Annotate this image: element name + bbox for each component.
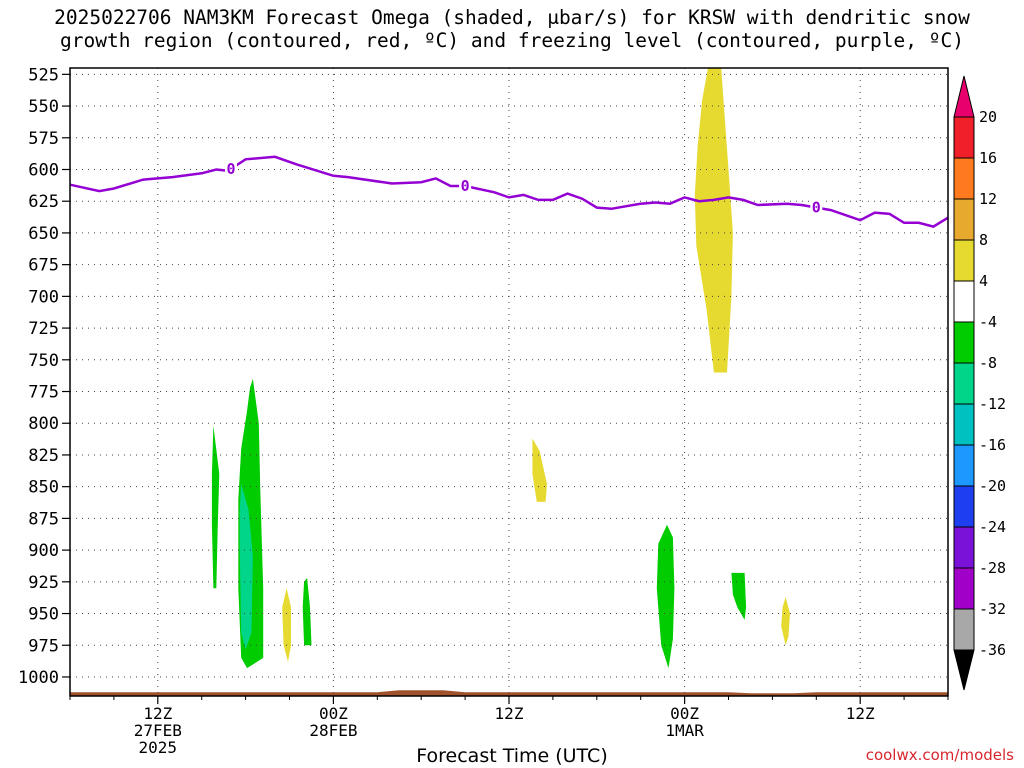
y-tick-label: 525 bbox=[28, 65, 59, 85]
y-tick-label: 625 bbox=[28, 192, 59, 212]
plot-frame bbox=[69, 67, 949, 697]
ground-fill bbox=[70, 690, 948, 696]
colorbar-label: 4 bbox=[979, 272, 988, 290]
colorbar-box-9 bbox=[953, 485, 975, 528]
omega-region-8 bbox=[731, 572, 747, 620]
omega-region-1 bbox=[532, 438, 547, 502]
y-tick-label: 575 bbox=[28, 129, 59, 149]
y-tick-label: 1000 bbox=[18, 668, 59, 688]
x-tick-label: 12Z bbox=[143, 704, 172, 723]
colorbar-label: -32 bbox=[979, 600, 1006, 618]
y-tick-label: 975 bbox=[28, 636, 59, 656]
title-line-1: 2025022706 NAM3KM Forecast Omega (shaded… bbox=[54, 6, 970, 29]
colorbar-label: -36 bbox=[979, 641, 1006, 659]
y-tick-label: 725 bbox=[28, 319, 59, 339]
y-tick-label: 600 bbox=[28, 160, 59, 180]
colorbar-label: 16 bbox=[979, 149, 997, 167]
colorbar-box-1 bbox=[953, 157, 975, 200]
colorbar-label: 8 bbox=[979, 231, 988, 249]
colorbar-box-0 bbox=[953, 116, 975, 159]
title-line-2: growth region (contoured, red, ºC) and f… bbox=[60, 29, 964, 52]
omega-region-0 bbox=[694, 68, 733, 373]
colorbar-label: -12 bbox=[979, 395, 1006, 413]
freezing-label-bg-2 bbox=[810, 199, 823, 216]
y-tick-label: 775 bbox=[28, 383, 59, 403]
x-tick-label: 00Z bbox=[670, 704, 699, 723]
colorbar-box-5 bbox=[953, 321, 975, 364]
x-tick-year-label: 2025 bbox=[139, 738, 178, 757]
colorbar-label: -4 bbox=[979, 313, 997, 331]
omega-region-5 bbox=[211, 425, 220, 589]
credit-text: coolwx.com/models bbox=[865, 746, 1014, 764]
y-tick-label: 650 bbox=[28, 224, 59, 244]
colorbar-label: -28 bbox=[979, 559, 1006, 577]
y-tick-label: 700 bbox=[28, 287, 59, 307]
omega-region-7 bbox=[656, 524, 675, 669]
y-tick-label: 925 bbox=[28, 573, 59, 593]
colorbar-box-8 bbox=[953, 444, 975, 487]
colorbar-box-4 bbox=[953, 280, 975, 323]
y-tick-label: 750 bbox=[28, 351, 59, 371]
colorbar-label: -8 bbox=[979, 354, 997, 372]
freezing-level-label-1: 0 bbox=[461, 177, 470, 195]
freezing-label-bg-1 bbox=[459, 177, 472, 194]
colorbar-box-2 bbox=[953, 198, 975, 241]
colorbar-box-11 bbox=[953, 567, 975, 610]
colorbar-label: 12 bbox=[979, 190, 997, 208]
x-tick-label: 00Z bbox=[319, 704, 348, 723]
x-tick-date-label: 27FEB bbox=[134, 721, 182, 740]
x-tick-label: 12Z bbox=[495, 704, 524, 723]
colorbar-box-10 bbox=[953, 526, 975, 569]
colorbar-label: 20 bbox=[979, 108, 997, 126]
y-tick-label: 950 bbox=[28, 605, 59, 625]
y-tick-label: 800 bbox=[28, 414, 59, 434]
x-tick-date-label: 28FEB bbox=[309, 721, 357, 740]
y-tick-label: 900 bbox=[28, 541, 59, 561]
colorbar-box-3 bbox=[953, 239, 975, 282]
x-axis-title: Forecast Time (UTC) bbox=[416, 745, 608, 767]
y-tick-label: 850 bbox=[28, 478, 59, 498]
y-tick-label: 550 bbox=[28, 97, 59, 117]
colorbar-label: -16 bbox=[979, 436, 1006, 454]
colorbar-label: -20 bbox=[979, 477, 1006, 495]
colorbar-box-12 bbox=[953, 608, 975, 651]
x-tick-date-label: 1MAR bbox=[665, 721, 704, 740]
colorbar-label: -24 bbox=[979, 518, 1006, 536]
y-tick-label: 875 bbox=[28, 509, 59, 529]
colorbar-box-7 bbox=[953, 403, 975, 446]
omega-region-3 bbox=[781, 597, 790, 646]
omega-region-2 bbox=[282, 588, 291, 662]
y-tick-label: 825 bbox=[28, 446, 59, 466]
x-tick-label: 12Z bbox=[846, 704, 875, 723]
colorbar-bottom-arrow bbox=[953, 649, 975, 691]
freezing-level-label-2: 0 bbox=[812, 199, 821, 217]
freezing-level-label-0: 0 bbox=[226, 160, 235, 178]
colorbar-top-arrow bbox=[953, 75, 975, 118]
omega-region-6 bbox=[302, 578, 312, 646]
chart-title: 2025022706 NAM3KM Forecast Omega (shaded… bbox=[0, 6, 1024, 52]
freezing-label-bg-0 bbox=[224, 160, 237, 177]
omega-region-9 bbox=[239, 484, 253, 650]
y-tick-label: 675 bbox=[28, 256, 59, 276]
colorbar-box-6 bbox=[953, 362, 975, 405]
